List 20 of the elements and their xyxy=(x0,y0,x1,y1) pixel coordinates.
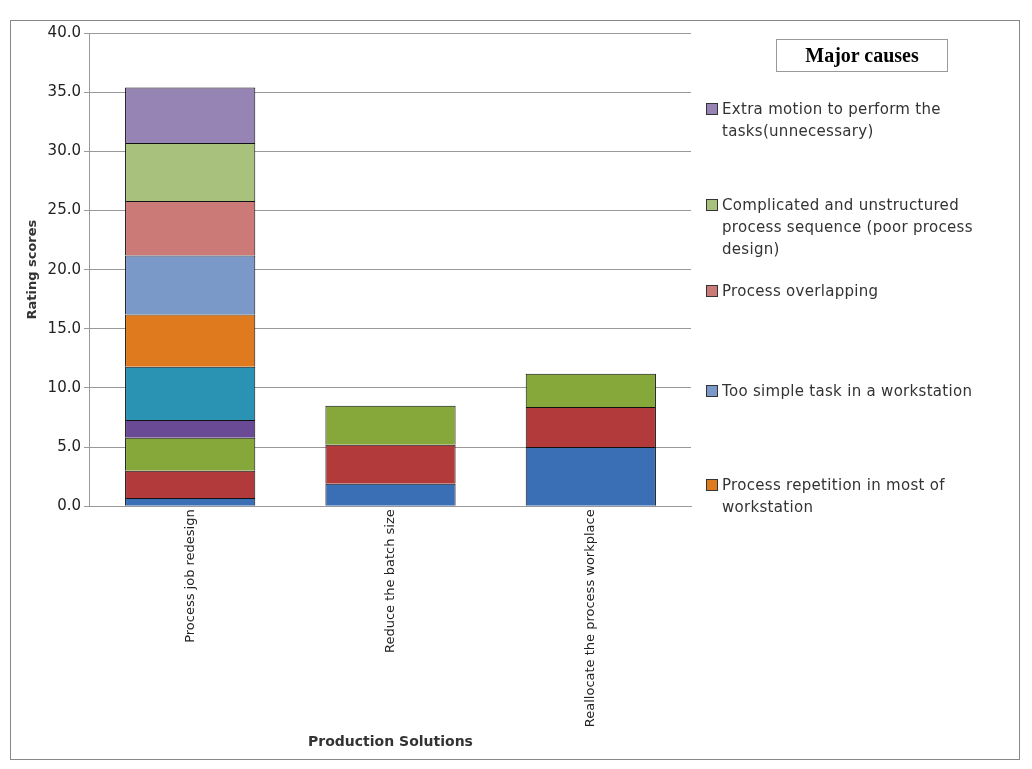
y-tick-label: 40.0 xyxy=(47,22,81,41)
legend-label: Process repetition in most of workstation xyxy=(722,475,946,518)
y-tick-label: 30.0 xyxy=(47,141,81,160)
y-tick-label: 35.0 xyxy=(47,82,81,101)
legend-label: Process overlapping xyxy=(722,281,879,302)
legend-label: Extra motion to perform the tasks(unnecessary) xyxy=(722,99,942,142)
legend-label: Complicated and unstructured process sequence (poor process design) xyxy=(722,195,974,260)
y-tick-label: 5.0 xyxy=(57,437,81,456)
x-tick-label: Reallocate the process workplace xyxy=(582,509,598,728)
y-tick-label: 20.0 xyxy=(47,259,81,278)
y-tick-label: 25.0 xyxy=(47,200,81,219)
y-axis-title: Rating scores xyxy=(24,219,40,320)
y-tick-label: 15.0 xyxy=(47,318,81,337)
x-tick-label: Reduce the batch size xyxy=(381,509,397,654)
y-tick-label: 10.0 xyxy=(47,377,81,396)
legend-title: Major causes xyxy=(776,39,948,72)
x-axis-title: Production Solutions xyxy=(308,733,473,750)
y-tick-label: 0.0 xyxy=(57,496,81,515)
legend-label: Too simple task in a workstation xyxy=(722,381,973,402)
x-tick-label: Process job redesign xyxy=(181,509,197,643)
